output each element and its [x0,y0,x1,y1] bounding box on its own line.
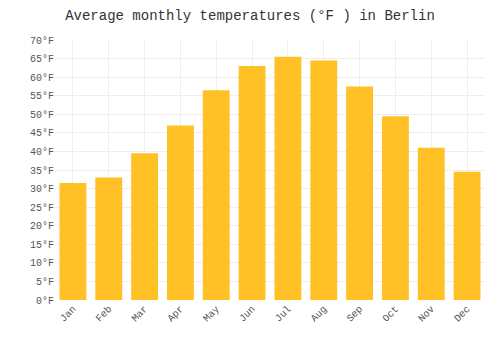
svg-text:Mar: Mar [130,304,151,325]
svg-text:60°F: 60°F [30,73,54,84]
svg-text:Nov: Nov [416,304,437,325]
svg-text:25°F: 25°F [30,203,54,214]
svg-text:May: May [201,304,222,325]
svg-text:Jul: Jul [273,304,294,325]
svg-text:45°F: 45°F [30,128,54,139]
svg-text:55°F: 55°F [30,91,54,102]
svg-text:Jan: Jan [58,304,79,325]
svg-text:Feb: Feb [94,304,115,325]
svg-text:30°F: 30°F [30,184,54,195]
svg-text:Average monthly temperatures (: Average monthly temperatures (°F ) in Be… [65,8,435,24]
svg-text:15°F: 15°F [30,240,54,251]
svg-text:10°F: 10°F [30,258,54,269]
svg-text:Aug: Aug [309,304,330,325]
svg-text:35°F: 35°F [30,166,54,177]
svg-text:Dec: Dec [452,304,473,325]
svg-text:0°F: 0°F [36,296,54,307]
svg-text:50°F: 50°F [30,110,54,121]
svg-text:20°F: 20°F [30,221,54,232]
svg-text:Jun: Jun [237,304,258,325]
svg-text:65°F: 65°F [30,54,54,65]
svg-text:40°F: 40°F [30,147,54,158]
svg-text:70°F: 70°F [30,36,54,47]
svg-text:Sep: Sep [345,304,366,325]
svg-text:Oct: Oct [381,304,402,325]
svg-text:Apr: Apr [166,304,187,325]
svg-text:5°F: 5°F [36,277,54,288]
